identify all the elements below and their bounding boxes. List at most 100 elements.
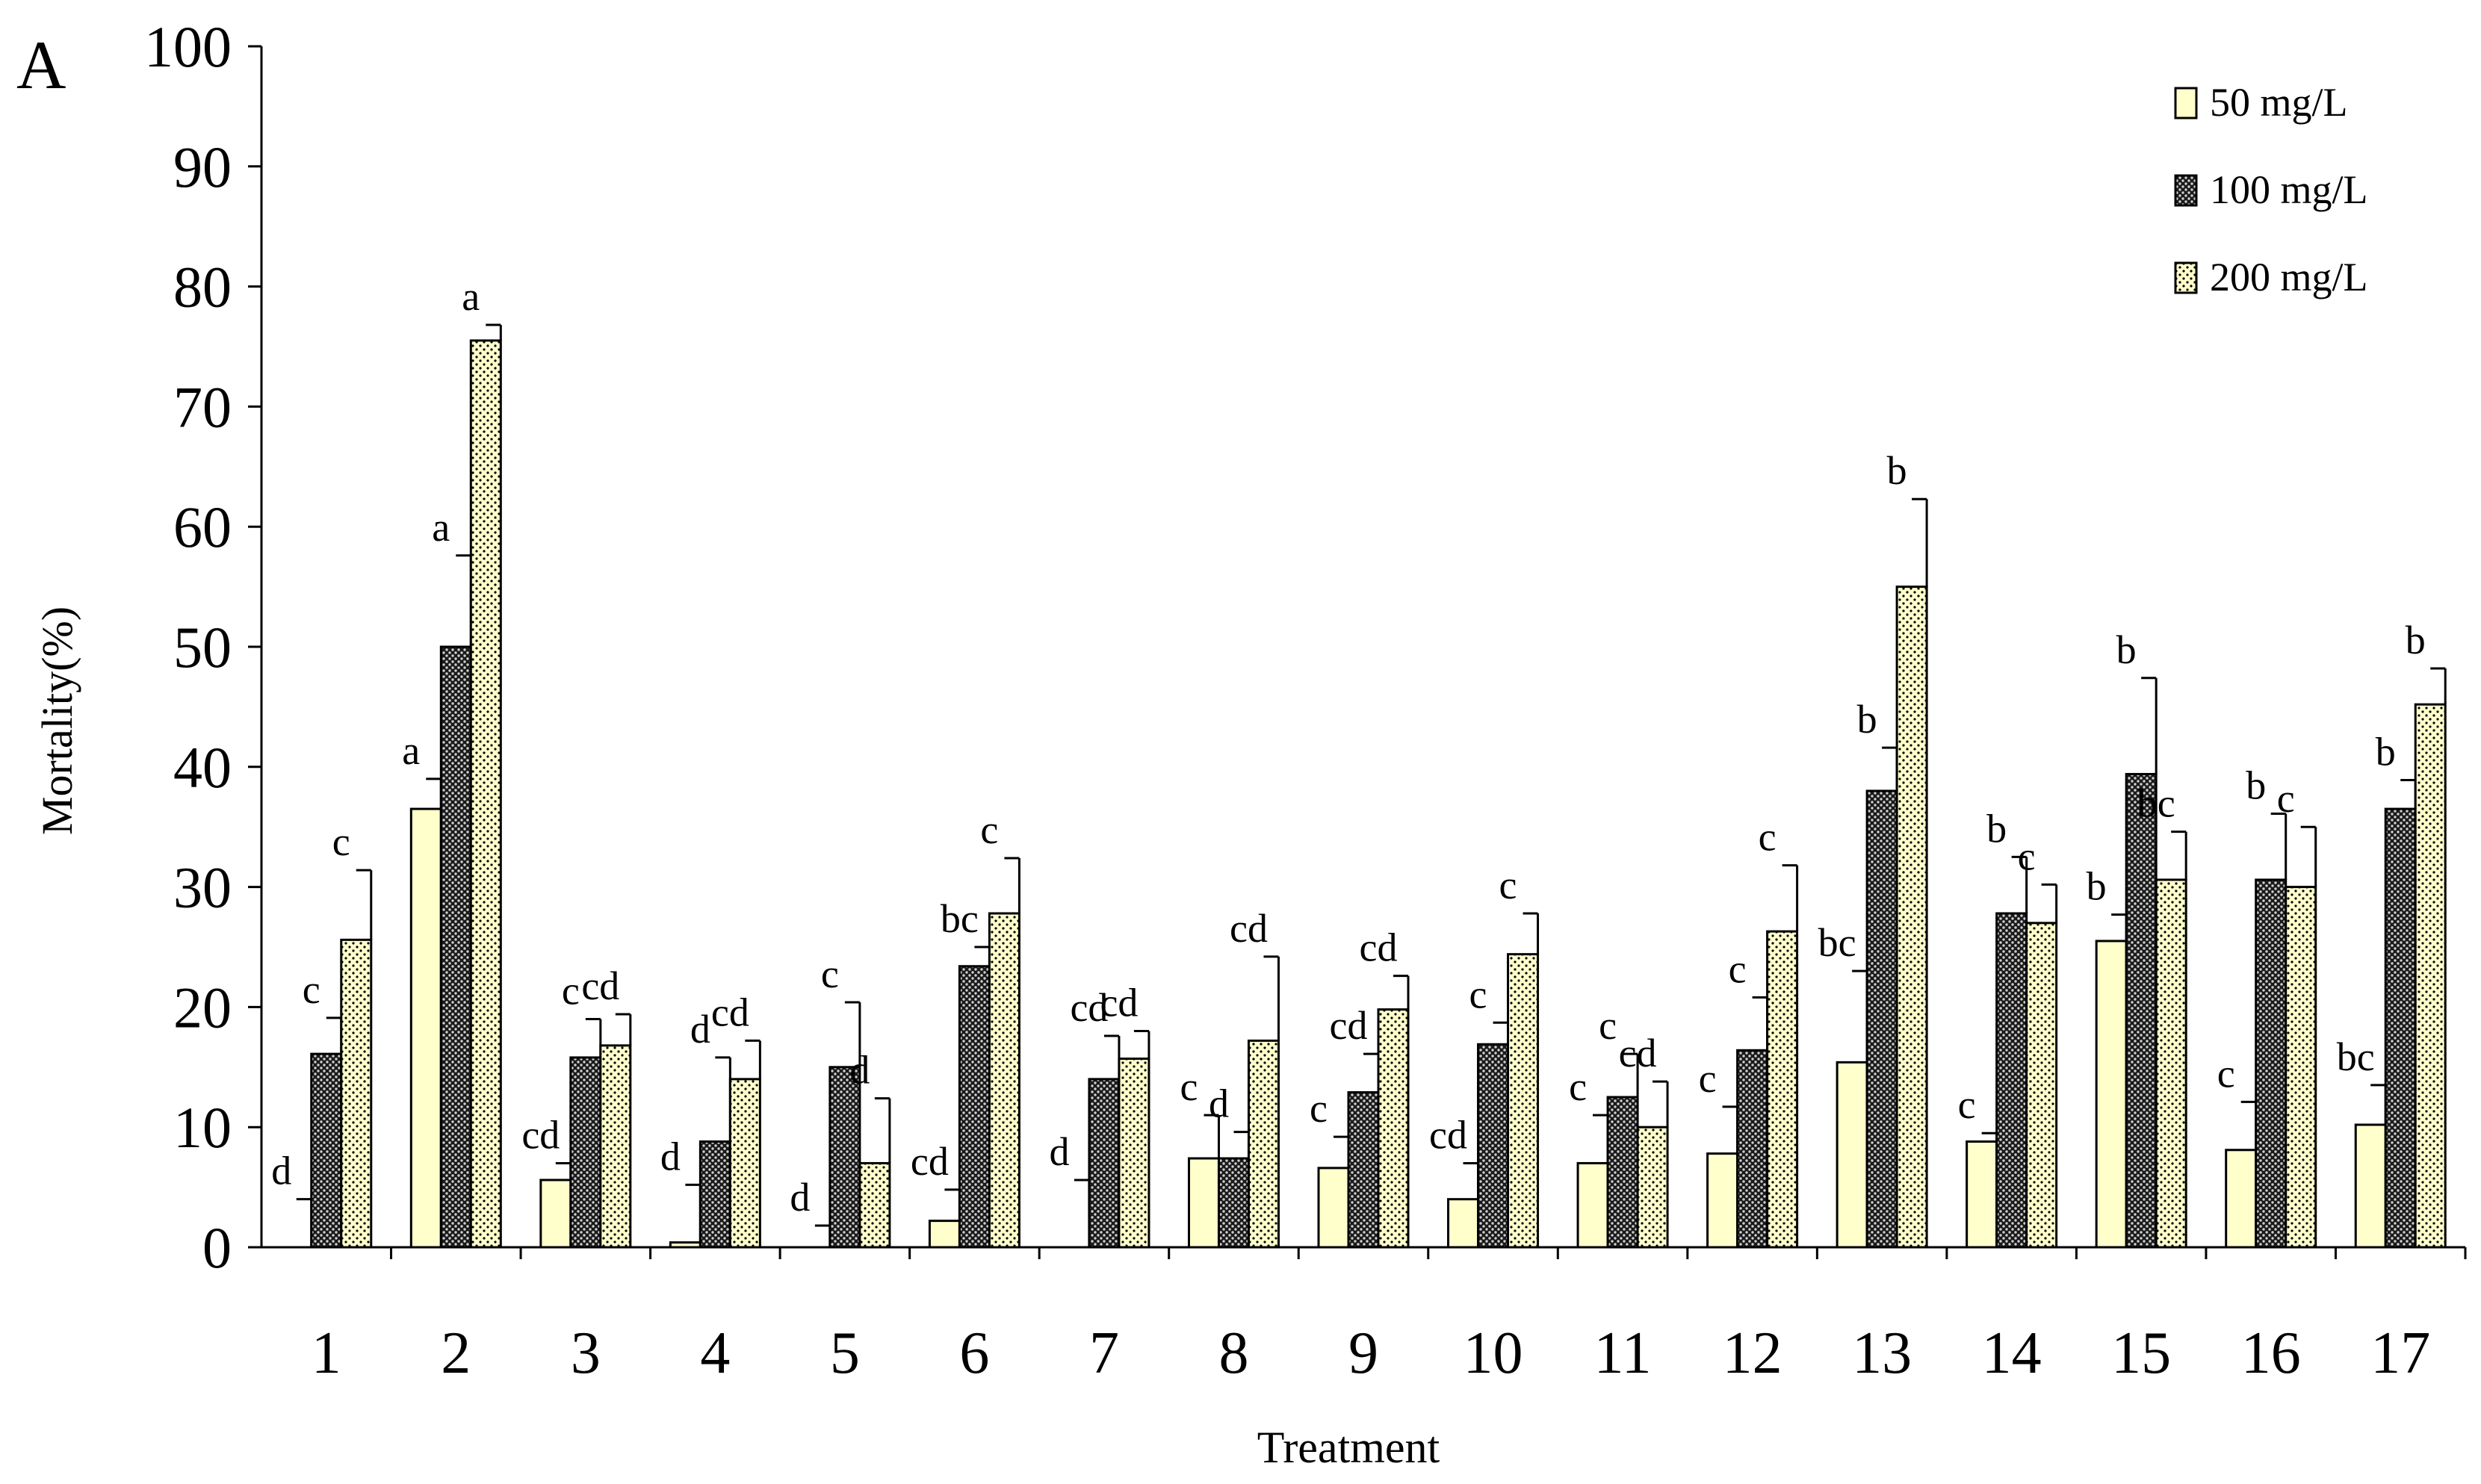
bar-50mgl (669, 1241, 701, 1249)
significance-letter: a (402, 728, 420, 773)
bar-100mgl (2384, 807, 2417, 1249)
legend-swatch-100 (2174, 174, 2198, 207)
y-tick-label: 30 (173, 855, 232, 920)
x-tick-label: 11 (1594, 1320, 1652, 1386)
bar-200mgl (340, 938, 373, 1249)
significance-letter: d (849, 1048, 870, 1093)
significance-letter: d (660, 1134, 681, 1179)
bar-200mgl (988, 912, 1020, 1249)
bar-50mgl (2354, 1123, 2387, 1249)
x-tick-label: 16 (2241, 1320, 2301, 1386)
significance-letter: c (1759, 815, 1777, 860)
x-tick-label: 17 (2370, 1320, 2430, 1386)
significance-letter: cd (1230, 906, 1268, 951)
bar-100mgl (310, 1052, 343, 1249)
significance-letter: bc (2337, 1034, 2375, 1079)
significance-letter: c (332, 819, 350, 864)
x-tick-label: 5 (830, 1320, 860, 1386)
significance-letter: d (271, 1149, 291, 1193)
significance-letter: cd (521, 1112, 560, 1157)
y-tick-label: 0 (202, 1215, 232, 1280)
x-axis-label: Treatment (1257, 1423, 1440, 1472)
significance-letter: d (690, 1007, 710, 1052)
bar-50mgl (539, 1179, 572, 1249)
bar-100mgl (1865, 789, 1898, 1249)
bar-50mgl (2095, 940, 2128, 1249)
bar-100mgl (958, 965, 991, 1249)
bar-200mgl (2414, 703, 2447, 1249)
significance-letter: c (562, 968, 580, 1013)
bar-100mgl (1477, 1043, 1510, 1249)
significance-letter: b (2406, 618, 2426, 662)
significance-letter: c (1958, 1082, 1976, 1127)
significance-letter: c (1729, 947, 1747, 992)
bar-100mgl (569, 1056, 602, 1249)
x-tick-label: 10 (1463, 1320, 1523, 1386)
legend-label-200: 200 mg/L (2210, 255, 2368, 299)
significance-letter: d (1049, 1129, 1069, 1174)
significance-letter: c (1469, 972, 1487, 1016)
significance-letter: c (2217, 1051, 2235, 1096)
significance-letter: c (1310, 1086, 1328, 1131)
x-tick-label: 13 (1852, 1320, 1912, 1386)
bar-200mgl (469, 339, 502, 1249)
bar-50mgl (1706, 1152, 1739, 1249)
bar-100mgl (1995, 912, 2028, 1249)
bar-200mgl (599, 1044, 632, 1249)
bar-200mgl (1766, 930, 1799, 1249)
bar-50mgl (1576, 1161, 1609, 1249)
significance-letter: c (1699, 1056, 1717, 1101)
bar-50mgl (1187, 1157, 1220, 1249)
significance-letter: d (790, 1175, 810, 1220)
significance-letter: a (462, 274, 480, 319)
y-tick-label: 90 (173, 134, 232, 199)
bar-200mgl (1895, 586, 1928, 1249)
bar-200mgl (728, 1078, 761, 1249)
significance-letter: d (1209, 1081, 1229, 1126)
x-tick-label: 9 (1348, 1320, 1378, 1386)
bar-200mgl (1377, 1008, 1410, 1249)
significance-letter: c (1499, 863, 1517, 907)
panel-label: A (16, 27, 66, 103)
bar-50mgl (1317, 1167, 1350, 1249)
bar-200mgl (1118, 1058, 1150, 1249)
significance-letter: bc (2137, 781, 2175, 826)
bar-200mgl (2155, 878, 2187, 1249)
x-tick-label: 8 (1218, 1320, 1248, 1386)
bar-200mgl (1247, 1039, 1280, 1249)
significance-letter: b (2087, 864, 2107, 909)
y-tick-label: 20 (173, 975, 232, 1040)
legend-label-50: 50 mg/L (2210, 80, 2348, 125)
bar-100mgl (1088, 1078, 1121, 1249)
bars (296, 323, 2447, 1249)
bar-50mgl (1836, 1061, 1868, 1249)
bar-50mgl (409, 807, 442, 1249)
significance-letter: b (2376, 729, 2396, 774)
significance-letter: c (1180, 1064, 1198, 1109)
legend-swatch-200 (2174, 261, 2198, 294)
x-tick-label: 7 (1089, 1320, 1119, 1386)
bar-200mgl (1636, 1126, 1669, 1249)
significance-letter: b (1986, 806, 2007, 851)
y-tick-label: 40 (173, 735, 232, 800)
significance-letter: cd (1070, 985, 1108, 1030)
significance-letter: c (2018, 833, 2036, 878)
bar-200mgl (2285, 886, 2317, 1249)
significance-letter: cd (1360, 925, 1398, 970)
y-axis-label: Mortality(%) (33, 606, 81, 835)
legend: 50 mg/L 100 mg/L 200 mg/L (2174, 80, 2368, 299)
significance-letter: cd (581, 963, 619, 1008)
significance-letter: bc (941, 896, 979, 941)
significance-letter: c (303, 967, 320, 1012)
bar-50mgl (1447, 1198, 1480, 1249)
significance-letter: b (2116, 627, 2137, 672)
y-tick-label: 60 (173, 494, 232, 559)
x-tick-label: 2 (441, 1320, 471, 1386)
bar-200mgl (858, 1161, 891, 1249)
bar-100mgl (1736, 1049, 1769, 1249)
significance-letter: cd (711, 990, 749, 1034)
significance-letter: b (1857, 697, 1877, 742)
